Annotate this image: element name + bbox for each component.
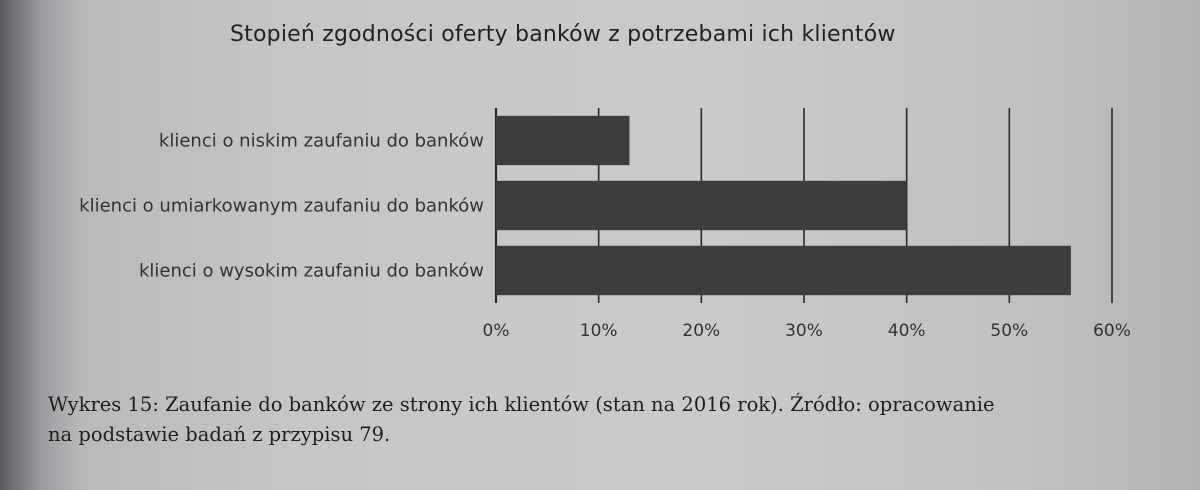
chart-title: Stopień zgodności oferty banków z potrze…: [230, 22, 896, 47]
figure-caption: Wykres 15: Zaufanie do banków ze strony …: [48, 390, 1178, 450]
x-tick-label: 20%: [682, 321, 720, 341]
caption-line-1: Wykres 15: Zaufanie do banków ze strony …: [48, 393, 995, 416]
x-tick-label: 40%: [888, 321, 926, 341]
bars: [496, 115, 1071, 296]
bar: [496, 115, 630, 166]
bar-chart: klienci o niskim zaufaniu do banków klien…: [79, 108, 1131, 341]
x-tick-label: 60%: [1093, 321, 1131, 341]
x-tick-label: 0%: [483, 321, 510, 341]
x-tick-label: 50%: [990, 321, 1028, 341]
bar: [496, 245, 1071, 296]
category-label: klienci o umiarkowanym zaufaniu do bankó…: [79, 196, 484, 217]
category-label: klienci o wysokim zaufaniu do banków: [139, 261, 484, 282]
x-tick-label: 10%: [580, 321, 618, 341]
category-labels: klienci o niskim zaufaniu do banków klien…: [79, 131, 484, 282]
x-tick-label: 30%: [785, 321, 823, 341]
category-label: klienci o niskim zaufaniu do banków: [159, 131, 484, 152]
bar: [496, 180, 907, 231]
caption-line-2: na podstawie badań z przypisu 79.: [48, 423, 391, 446]
x-axis-tick-labels: 0% 10% 20% 30% 40% 50% 60%: [483, 321, 1131, 341]
